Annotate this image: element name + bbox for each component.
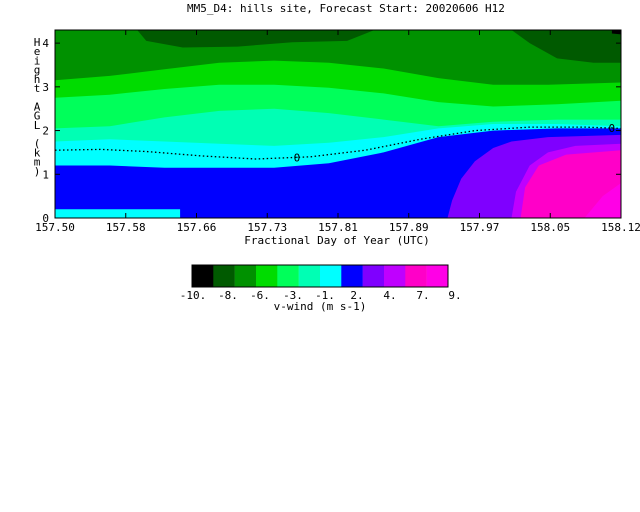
x-tick-label: 157.81 — [318, 221, 358, 234]
band-hotmagenta — [584, 183, 621, 218]
y-tick-label: 2 — [42, 125, 49, 138]
y-axis-label-char: e — [34, 45, 41, 58]
y-tick-label: 4 — [42, 37, 49, 50]
colorbar-swatch — [362, 265, 385, 287]
x-tick-label: 157.89 — [389, 221, 429, 234]
x-tick-label: 157.50 — [35, 221, 75, 234]
contour-label: 0 — [609, 122, 616, 135]
colorbar-title: v-wind (m s-1) — [274, 300, 367, 313]
x-tick-label: 157.66 — [177, 221, 217, 234]
colorbar-tick-label: -8. — [218, 289, 238, 302]
colorbar-tick-label: 2. — [350, 289, 363, 302]
colorbar-swatch — [384, 265, 406, 287]
y-axis-label-char: t — [34, 82, 41, 95]
y-tick-label: 3 — [42, 81, 49, 94]
contour-fills: 00 — [55, 30, 621, 218]
y-tick-label: 1 — [42, 168, 49, 181]
y-axis-label-char: k — [34, 146, 41, 159]
y-axis-label-char: i — [34, 54, 41, 67]
colorbar-tick-label: -10. — [180, 289, 207, 302]
x-axis-label: Fractional Day of Year (UTC) — [244, 234, 429, 247]
y-axis-label-char: g — [34, 64, 41, 77]
colorbar-swatch — [277, 265, 299, 287]
colorbar-swatch — [234, 265, 257, 287]
colorbar-tick-label: 4. — [383, 289, 396, 302]
colorbar-tick-label: 7. — [416, 289, 429, 302]
colorbar-swatch — [256, 265, 278, 287]
x-tick-label: 158.12 — [601, 221, 640, 234]
band-magenta — [520, 150, 621, 218]
y-axis-label-char: G — [34, 110, 41, 123]
band-darkgreen-right — [511, 30, 621, 63]
colorbar-swatch — [426, 265, 449, 287]
y-axis-label-char: A — [34, 100, 41, 113]
y-axis-label-char: ( — [34, 137, 41, 150]
x-tick-label: 157.97 — [460, 221, 500, 234]
y-axis-label-char: h — [34, 73, 41, 86]
x-tick-label: 157.58 — [106, 221, 146, 234]
band-black-corner — [611, 30, 621, 35]
x-tick-label: 157.73 — [247, 221, 287, 234]
colorbar-swatch — [341, 265, 363, 287]
colorbar-swatch — [405, 265, 427, 287]
colorbar-swatch — [298, 265, 321, 287]
colorbar-tick-label: -3. — [283, 289, 303, 302]
contour-label: 0 — [294, 152, 301, 165]
x-tick-label: 158.05 — [530, 221, 570, 234]
colorbar-frame — [191, 264, 449, 288]
colorbar-tick-label: -1. — [315, 289, 335, 302]
band-cyan-surface — [55, 209, 181, 218]
y-axis-label-char: L — [34, 119, 41, 132]
y-axis-label-char: m — [34, 156, 41, 169]
y-axis-label-char: ) — [34, 165, 41, 178]
chart-title: MM5_D4: hills site, Forecast Start: 2002… — [187, 2, 505, 15]
colorbar-tick-label: 9. — [448, 289, 461, 302]
y-tick-label: 0 — [42, 212, 49, 225]
colorbar-swatch — [192, 265, 214, 287]
colorbar-tick-label: -6. — [250, 289, 270, 302]
colorbar-swatch — [213, 265, 235, 287]
colorbar-swatch — [320, 265, 342, 287]
y-axis-label-char: H — [34, 36, 41, 49]
colorbar: -10. -8. -6. -3. -1. 2. 4. 7. 9. — [180, 264, 462, 302]
